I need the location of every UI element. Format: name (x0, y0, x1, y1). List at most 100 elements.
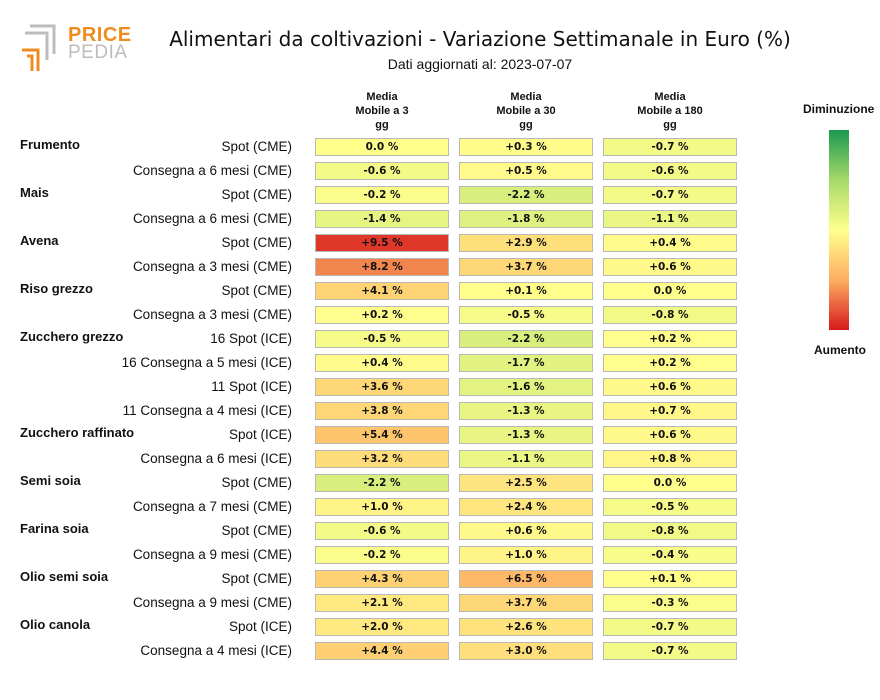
heatmap-cell: +0.2 % (603, 354, 737, 372)
heatmap-cell: +4.1 % (315, 282, 449, 300)
heatmap-cell: -0.7 % (603, 642, 737, 660)
heatmap-cell: -0.7 % (603, 138, 737, 156)
row-label: Spot (CME) (221, 283, 292, 298)
row-label: 11 Spot (ICE) (211, 379, 292, 394)
group-label: Avena (20, 233, 59, 248)
heatmap-cell: +3.8 % (315, 402, 449, 420)
logo-text-pedia: PEDIA (68, 42, 128, 63)
heatmap-cell: -0.8 % (603, 306, 737, 324)
row-label: Spot (CME) (221, 139, 292, 154)
heatmap-cell: -0.5 % (459, 306, 593, 324)
heatmap-cell: -0.8 % (603, 522, 737, 540)
chart-title: Alimentari da coltivazioni - Variazione … (169, 27, 791, 51)
heatmap-cell: +2.1 % (315, 594, 449, 612)
heatmap-cell: -1.4 % (315, 210, 449, 228)
legend-top-label: Diminuzione (803, 102, 875, 116)
heatmap-cell: +4.3 % (315, 570, 449, 588)
heatmap-cell: -0.2 % (315, 186, 449, 204)
group-label: Frumento (20, 137, 80, 152)
heatmap-cell: +0.1 % (459, 282, 593, 300)
heatmap-cell: -0.5 % (315, 330, 449, 348)
logo-text-price: PRICE (68, 24, 132, 46)
heatmap-cell: -1.1 % (603, 210, 737, 228)
heatmap-cell: +0.6 % (603, 378, 737, 396)
row-label: Spot (CME) (221, 571, 292, 586)
group-label: Zucchero grezzo (20, 329, 124, 344)
column-header-line: gg (519, 119, 533, 131)
heatmap-cell: -0.7 % (603, 618, 737, 636)
row-label: 11 Consegna a 4 mesi (ICE) (122, 403, 292, 418)
heatmap-cell: +3.7 % (459, 594, 593, 612)
column-header-line: Mobile a 30 (496, 105, 556, 117)
heatmap-cell: -0.2 % (315, 546, 449, 564)
column-header-line: gg (663, 119, 677, 131)
row-label: Consegna a 3 mesi (CME) (132, 307, 292, 322)
heatmap-cell: -0.4 % (603, 546, 737, 564)
heatmap-cell: 0.0 % (315, 138, 449, 156)
heatmap-cell: +3.0 % (459, 642, 593, 660)
heatmap-cell: +0.6 % (603, 426, 737, 444)
heatmap-cell: -1.1 % (459, 450, 593, 468)
row-label: 16 Spot (ICE) (210, 331, 292, 346)
row-label: Consegna a 9 mesi (CME) (132, 595, 292, 610)
heatmap-cell: +3.2 % (315, 450, 449, 468)
row-label: Spot (ICE) (228, 427, 292, 442)
row-label: Spot (CME) (221, 187, 292, 202)
heatmap-cell: -2.2 % (459, 186, 593, 204)
heatmap-cell: +0.2 % (315, 306, 449, 324)
heatmap-cell: -1.7 % (459, 354, 593, 372)
row-label: Consegna a 3 mesi (CME) (132, 259, 292, 274)
heatmap-cell: +1.0 % (459, 546, 593, 564)
group-label: Mais (20, 185, 49, 200)
column-header-line: gg (375, 119, 389, 131)
heatmap-cell: -0.7 % (603, 186, 737, 204)
heatmap-cell: +0.6 % (459, 522, 593, 540)
row-label: Consegna a 7 mesi (CME) (132, 499, 292, 514)
column-header-line: Media (654, 91, 686, 103)
row-label: Spot (CME) (221, 235, 292, 250)
logo-mark-icon (22, 24, 56, 71)
heatmap-cell: +4.4 % (315, 642, 449, 660)
heatmap-cell: +0.5 % (459, 162, 593, 180)
heatmap-cell: -0.5 % (603, 498, 737, 516)
group-label: Farina soia (20, 521, 89, 536)
row-label: Spot (CME) (221, 475, 292, 490)
heatmap-cell: +2.6 % (459, 618, 593, 636)
column-header: Media Mobile a 30 gg (461, 90, 591, 132)
heatmap-cell: +2.4 % (459, 498, 593, 516)
heatmap-cell: +6.5 % (459, 570, 593, 588)
heatmap-cell: -1.8 % (459, 210, 593, 228)
heatmap-cell: +3.7 % (459, 258, 593, 276)
row-label: Spot (CME) (221, 523, 292, 538)
pricepedia-logo: PRICE PEDIA (20, 24, 132, 74)
heatmap-cell: +0.4 % (315, 354, 449, 372)
heatmap-cell: +1.0 % (315, 498, 449, 516)
group-label: Semi soia (20, 473, 81, 488)
row-label: 16 Consegna a 5 mesi (ICE) (121, 355, 292, 370)
heatmap-cell: +3.6 % (315, 378, 449, 396)
heatmap-cell: +9.5 % (315, 234, 449, 252)
heatmap-cell: -1.6 % (459, 378, 593, 396)
row-label: Consegna a 6 mesi (CME) (132, 211, 292, 226)
heatmap-cell: -2.2 % (315, 474, 449, 492)
row-label: Consegna a 6 mesi (CME) (132, 163, 292, 178)
heatmap-cell: +0.1 % (603, 570, 737, 588)
row-label: Consegna a 6 mesi (ICE) (140, 451, 292, 466)
legend-color-bar (829, 130, 849, 330)
heatmap-cell: +2.9 % (459, 234, 593, 252)
column-header: Media Mobile a 3 gg (317, 90, 447, 132)
heatmap-cell: +0.2 % (603, 330, 737, 348)
row-label: Consegna a 9 mesi (CME) (132, 547, 292, 562)
column-header-line: Mobile a 180 (637, 105, 703, 117)
column-header-line: Media (366, 91, 398, 103)
column-header-line: Mobile a 3 (355, 105, 409, 117)
heatmap-cell: +2.0 % (315, 618, 449, 636)
heatmap-cell: +2.5 % (459, 474, 593, 492)
column-header-line: Media (510, 91, 542, 103)
heatmap-cell: -0.6 % (315, 162, 449, 180)
heatmap-cell: -0.6 % (315, 522, 449, 540)
group-label: Riso grezzo (20, 281, 93, 296)
heatmap-cell: +0.7 % (603, 402, 737, 420)
group-label: Olio semi soia (20, 569, 109, 584)
group-label: Olio canola (20, 617, 91, 632)
